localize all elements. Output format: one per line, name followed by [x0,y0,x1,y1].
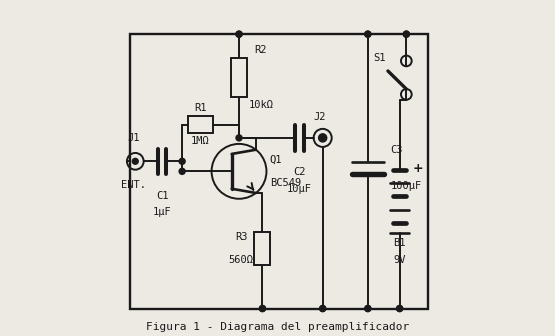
Text: J1: J1 [127,133,140,143]
Circle shape [365,31,371,37]
Circle shape [319,134,327,142]
Text: R2: R2 [255,45,267,55]
Text: 1μF: 1μF [153,208,171,217]
Text: C2: C2 [293,167,305,177]
Circle shape [403,31,410,37]
Text: Figura 1 - Diagrama del preamplificador: Figura 1 - Diagrama del preamplificador [146,322,409,332]
Text: C1: C1 [156,191,168,201]
Text: 10kΩ: 10kΩ [248,100,273,110]
Text: BC549: BC549 [270,178,301,188]
Circle shape [179,158,185,164]
Circle shape [236,135,242,141]
Circle shape [403,31,410,37]
Circle shape [236,31,242,37]
Text: ENT.: ENT. [121,180,146,190]
Circle shape [320,305,326,311]
Text: R1: R1 [194,103,207,113]
Text: J2: J2 [313,112,326,122]
Circle shape [320,305,326,311]
Circle shape [236,31,242,37]
Circle shape [397,305,402,311]
Circle shape [365,305,371,311]
Text: 560Ω: 560Ω [229,255,254,265]
Text: Q1: Q1 [270,155,282,165]
Circle shape [365,31,371,37]
Bar [231,58,247,97]
Circle shape [397,305,402,311]
Circle shape [259,305,265,311]
Text: +: + [413,162,423,174]
Text: 1MΩ: 1MΩ [191,136,210,146]
Circle shape [132,158,138,164]
Text: C3: C3 [391,144,403,155]
Text: 9V: 9V [393,255,406,265]
Text: S1: S1 [374,52,386,62]
Text: R3: R3 [235,232,248,242]
Circle shape [365,305,371,311]
Circle shape [259,305,265,311]
Bar [188,116,213,133]
Bar [130,34,428,308]
Text: 10μF: 10μF [287,184,312,194]
Text: B1: B1 [393,238,406,248]
Bar [254,232,270,265]
Circle shape [179,168,185,174]
Text: 100μF: 100μF [391,181,422,192]
